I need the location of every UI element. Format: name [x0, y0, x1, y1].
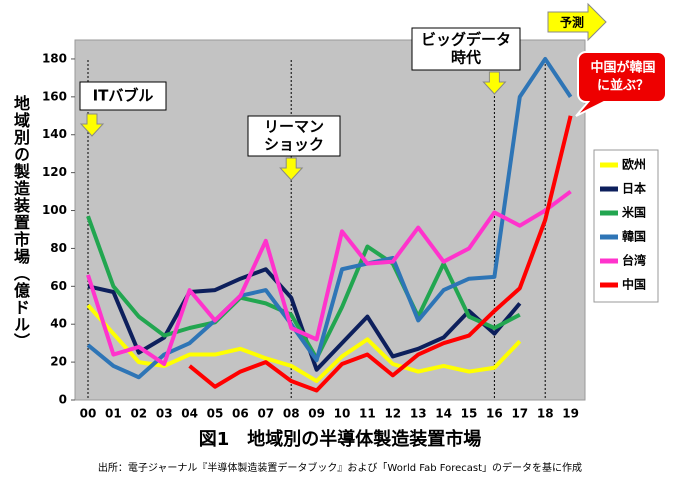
callout	[575, 51, 667, 117]
annotation-text: 予測	[560, 15, 584, 30]
x-tick-label: 11	[359, 407, 376, 421]
legend-label: 韓国	[622, 229, 646, 244]
annotation-box	[411, 27, 521, 71]
y-tick-label: 0	[59, 393, 67, 407]
legend-label: 欧州	[622, 157, 646, 172]
annotation-text: に並ぶ？	[597, 78, 649, 94]
series-line	[188, 115, 573, 393]
chart-title: 図1 地域別の半導体製造装置市場	[199, 428, 482, 450]
y-tick-label: 140	[42, 127, 67, 141]
x-tick-label: 08	[283, 407, 300, 421]
x-tick-label: 05	[207, 407, 224, 421]
x-tick-label: 04	[181, 407, 198, 421]
annotation-text: 時代	[451, 49, 481, 67]
x-tick-label: 17	[511, 407, 528, 421]
y-tick-label: 40	[50, 317, 67, 331]
x-tick-label: 13	[410, 407, 427, 421]
y-tick-label: 180	[42, 51, 67, 65]
y-tick-label: 120	[42, 165, 67, 179]
annotation-text: ショック	[264, 136, 324, 154]
annotation-text: リーマン	[264, 118, 324, 136]
y-tick-label: 60	[50, 279, 67, 293]
x-tick-label: 06	[232, 407, 249, 421]
series-line	[86, 215, 521, 361]
x-tick-label: 01	[105, 407, 122, 421]
series-line	[86, 303, 522, 384]
x-tick-label: 03	[156, 407, 173, 421]
y-tick-label: 160	[42, 89, 67, 103]
x-tick-label: 12	[384, 407, 401, 421]
legend-box	[593, 149, 659, 303]
source-note: 出所：電子ジャーナル『半導体製造装置データブック』および「World Fab F…	[98, 461, 582, 474]
legend-label: 台湾	[622, 253, 646, 268]
series-line	[86, 189, 572, 366]
x-tick-label: 14	[435, 407, 452, 421]
forecast-arrow	[547, 2, 607, 42]
legend-label: 米国	[622, 205, 646, 220]
annotation-text: ITバブル	[93, 87, 154, 105]
x-tick-label: 00	[80, 407, 97, 421]
x-tick-label: 07	[257, 407, 274, 421]
annotation-text: ビッグデータ	[421, 31, 511, 49]
yellow-arrow	[79, 113, 105, 137]
y-tick-label: 20	[50, 355, 67, 369]
x-tick-label: 10	[334, 407, 351, 421]
x-tick-label: 18	[537, 407, 554, 421]
yellow-arrow	[482, 71, 507, 95]
annotation-box	[79, 81, 167, 111]
x-tick-label: 19	[562, 407, 579, 421]
x-tick-label: 02	[130, 407, 147, 421]
legend-label: 日本	[622, 181, 646, 196]
x-tick-label: 09	[308, 407, 325, 421]
annotation-text: 中国が韓国	[590, 60, 655, 76]
y-tick-label: 80	[50, 241, 67, 255]
x-tick-label: 16	[486, 407, 503, 421]
y-tick-label: 100	[42, 203, 67, 217]
legend-label: 中国	[622, 277, 646, 292]
yellow-arrow	[279, 157, 304, 181]
x-tick-label: 15	[461, 407, 478, 421]
y-axis-label: 地域別の製造装置市場（億ドル）	[11, 95, 30, 350]
annotation-box	[247, 115, 341, 157]
